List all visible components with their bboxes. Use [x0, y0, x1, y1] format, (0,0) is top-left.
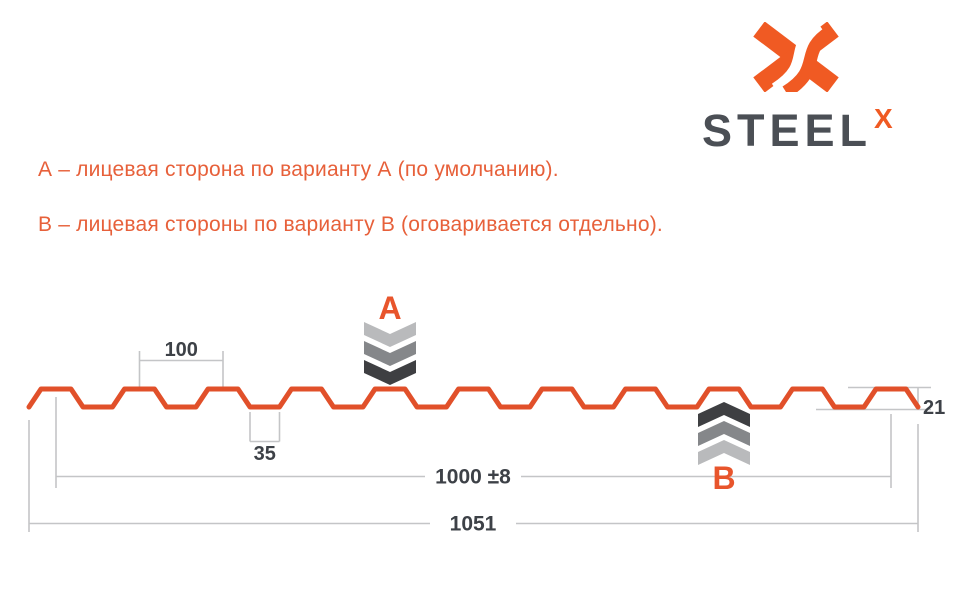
note-variant-b: В – лицевая стороны по варианту В (огова… — [38, 213, 663, 236]
steelx-logo-icon — [753, 22, 839, 92]
face-a-chevron — [364, 341, 416, 366]
face-b-chevron — [698, 440, 750, 465]
brand-name: STEEL — [702, 105, 873, 156]
face-a-letter: A — [378, 290, 401, 326]
face-b-chevron — [698, 402, 750, 427]
logo-white-channel — [771, 22, 825, 92]
logo-squiggle — [782, 26, 834, 92]
brand-logo: STEELX — [690, 0, 950, 160]
note-variant-a: А – лицевая сторона по варианту А (по ум… — [38, 158, 559, 181]
dim-overall-label: 1051 — [450, 513, 497, 536]
face-b-chevron — [698, 421, 750, 446]
dim-useful-label: 1000 ±8 — [435, 466, 511, 489]
dim-valley-label: 35 — [254, 443, 276, 465]
face-a-chevron — [364, 360, 416, 385]
face-b-letter: B — [712, 460, 735, 496]
brand-wordmark: STEELX — [702, 103, 938, 157]
dim-height-label: 21 — [923, 397, 945, 419]
dim-pitch-label: 100 — [165, 339, 198, 361]
face-a-chevron — [364, 322, 416, 347]
brand-x-suffix: X — [874, 103, 893, 134]
sheet-profile-outline — [26, 386, 921, 410]
